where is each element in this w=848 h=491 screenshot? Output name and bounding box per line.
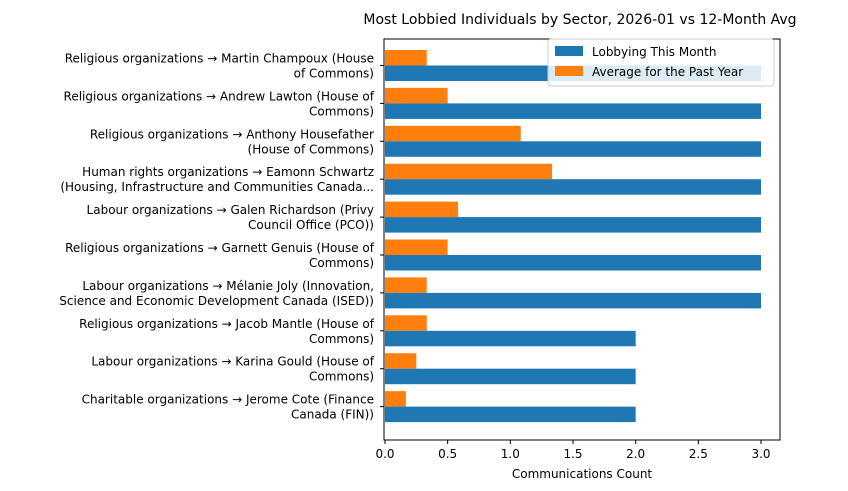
legend-box [547,38,775,87]
x-tick-label: 0.0 [375,447,394,461]
bar-lobbying-this-month [385,141,761,157]
bar-average-past-year [385,277,427,293]
bar-lobbying-this-month [385,368,636,385]
y-tick-label: Human rights organizations → Eamonn Schw… [82,165,374,179]
x-tick-label: 3.0 [751,447,770,461]
y-tick-label: Labour organizations → Mélanie Joly (Inn… [82,279,374,293]
bar-average-past-year [385,125,521,142]
bar-average-past-year [385,87,448,104]
bar-lobbying-this-month [385,179,761,195]
y-tick-label: of Commons) [294,67,374,81]
bar-average-past-year [385,353,417,369]
bars [385,50,761,423]
y-tick-label: Charitable organizations → Jerome Cote (… [82,393,374,407]
bar-lobbying-this-month [385,292,761,309]
bar-lobbying-this-month [385,103,761,119]
y-tick-label: Labour organizations → Galen Richardson … [87,203,374,217]
x-tick-label: 1.5 [563,447,582,461]
y-axis: Religious organizations → Martin Champou… [59,52,384,422]
bar-lobbying-this-month [385,255,761,271]
y-tick-label: Religious organizations → Andrew Lawton … [64,89,375,103]
bar-average-past-year [385,201,459,218]
x-tick-label: 1.0 [501,447,520,461]
bar-lobbying-this-month [385,217,761,233]
bar-average-past-year [385,50,427,66]
legend-label: Lobbying This Month [592,45,716,59]
legend-swatch [555,66,583,76]
y-tick-label: Commons) [309,370,374,384]
bar-lobbying-this-month [385,406,636,423]
y-tick-label: (Housing, Infrastructure and Communities… [60,180,374,194]
y-tick-label: Science and Economic Development Canada … [59,294,374,308]
x-axis-label: Communications Count [512,467,653,481]
legend-swatch [555,46,583,56]
legend: Lobbying This Month Average for the Past … [547,38,775,87]
y-tick-label: Commons) [309,256,374,270]
y-tick-label: Religious organizations → Garnett Genuis… [65,241,375,255]
bar-lobbying-this-month [385,330,636,347]
y-tick-label: Religious organizations → Anthony Housef… [90,127,374,141]
y-tick-label: Commons) [309,104,374,118]
bar-average-past-year [385,239,448,255]
bar-average-past-year [385,315,427,331]
y-tick-label: Religious organizations → Martin Champou… [65,52,374,66]
x-axis: 0.0 0.5 1.0 1.5 2.0 2.5 3.0 [375,440,771,461]
y-tick-label: (House of Commons) [248,142,374,156]
legend-label: Average for the Past Year [592,65,743,79]
bar-average-past-year [385,391,406,407]
y-tick-label: Council Office (PCO)) [248,218,374,232]
y-tick-label: Canada (FIN)) [291,408,374,422]
x-tick-label: 2.0 [626,447,645,461]
chart-title: Most Lobbied Individuals by Sector, 2026… [363,12,796,28]
y-tick-label: Labour organizations → Karina Gould (Hou… [91,355,374,369]
x-tick-label: 2.5 [689,447,708,461]
bar-average-past-year [385,163,553,180]
y-tick-label: Religious organizations → Jacob Mantle (… [79,317,375,331]
y-tick-label: Commons) [309,332,374,346]
x-tick-label: 0.5 [438,447,457,461]
